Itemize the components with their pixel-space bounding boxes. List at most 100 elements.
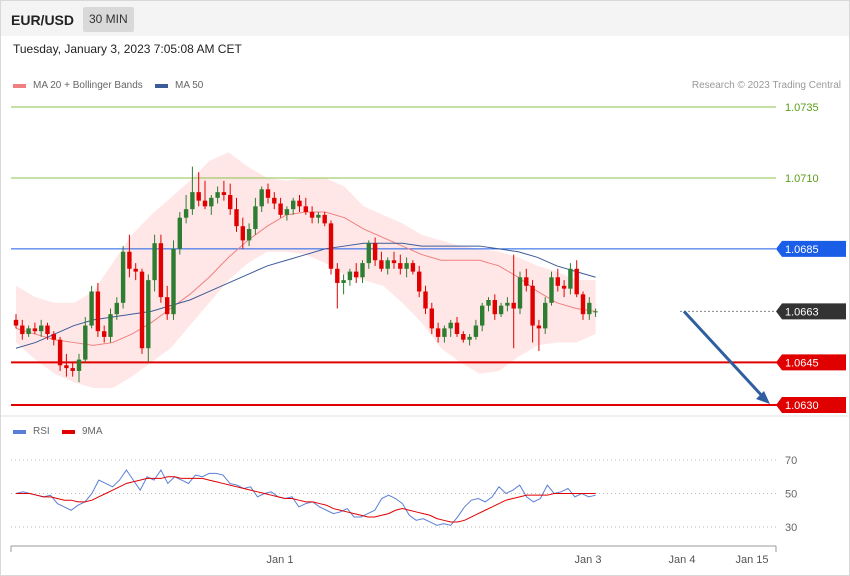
forecast-arrow-icon <box>682 310 770 404</box>
candle-body <box>587 302 592 315</box>
candle-body <box>505 302 510 306</box>
candle-body <box>486 299 491 306</box>
candle-body <box>177 217 182 249</box>
candle-body <box>309 212 315 218</box>
ma50-swatch-icon <box>155 83 168 88</box>
rsi-level-label: 30 <box>785 522 797 534</box>
candle-body <box>435 328 441 337</box>
candle-body <box>423 291 428 309</box>
legend-ma9: 9MA <box>62 426 103 437</box>
price-tag-label: 1.0685 <box>785 244 819 256</box>
candle-body <box>209 197 214 207</box>
candle-body <box>259 189 264 207</box>
candle-body <box>51 334 56 340</box>
candle-body <box>39 325 44 332</box>
candle-body <box>152 243 157 281</box>
candle-body <box>234 209 239 227</box>
candle-body <box>316 214 321 218</box>
candle-body <box>372 243 378 261</box>
price-tag-last <box>776 303 846 320</box>
candle-body <box>32 328 38 332</box>
candle-body <box>322 214 327 224</box>
legend-ma50-label: MA 50 <box>175 80 204 91</box>
candle-body <box>291 200 296 210</box>
credit-text: Research © 2023 Trading Central <box>691 80 841 91</box>
candle-body <box>228 194 233 210</box>
candle-body <box>303 206 308 213</box>
candle-body <box>246 229 252 241</box>
candle-body <box>215 192 220 198</box>
chart-header: EUR/USD 30 MIN <box>1 1 849 36</box>
rsi-swatch-icon <box>13 429 26 434</box>
price-tag-support <box>776 397 846 413</box>
candle-body <box>429 308 434 329</box>
candle-body <box>561 285 567 289</box>
candle-body <box>467 336 472 340</box>
legend-ma20: MA 20 + Bollinger Bands <box>13 80 143 91</box>
candle-body <box>366 243 371 264</box>
candle-body <box>158 243 164 298</box>
time-axis-label: Jan 15 <box>735 554 768 566</box>
candle-body <box>89 291 94 326</box>
bollinger-bands <box>16 152 596 388</box>
candle-body <box>70 368 75 371</box>
candle-body <box>139 271 145 349</box>
candle-body <box>555 277 560 286</box>
candle-body <box>196 192 201 201</box>
candle-body <box>328 223 334 269</box>
candle-body <box>183 209 189 218</box>
price-tags: 1.0735 1.0710 1.0685 1.0663 1.0645 1.0630 <box>776 102 846 413</box>
candle-body <box>536 325 542 329</box>
ma9-swatch-icon <box>62 429 75 434</box>
legend-rsi-label: RSI <box>33 426 50 437</box>
candle-body <box>580 294 586 315</box>
candle-body <box>568 268 573 289</box>
candle-body <box>297 200 302 207</box>
candle-body <box>417 271 422 292</box>
time-axis-label: Jan 4 <box>669 554 696 566</box>
candle-body <box>473 325 479 337</box>
candle-body <box>530 285 535 326</box>
candle-body <box>398 263 403 269</box>
candle-body <box>108 314 113 337</box>
level-label: 1.0710 <box>785 173 819 185</box>
time-axis-label: Jan 1 <box>267 554 294 566</box>
candle-body <box>76 359 82 371</box>
candle-body <box>404 263 409 269</box>
candle-body <box>171 248 176 315</box>
candle-body <box>379 260 384 269</box>
candle-body <box>45 325 50 335</box>
rsi-line <box>15 469 596 526</box>
candle-body <box>341 280 346 283</box>
candle-body <box>114 302 119 315</box>
candle-body <box>265 189 271 198</box>
rsi-level-label: 70 <box>785 455 797 467</box>
candle-body <box>95 291 101 332</box>
candle-body <box>461 334 466 340</box>
legend-rsi: RSI <box>13 426 50 437</box>
candle-body <box>354 271 359 278</box>
candle-body <box>442 328 447 337</box>
candle-body <box>410 263 416 272</box>
candle-body <box>574 268 579 295</box>
candle-body <box>57 339 63 366</box>
candle-body <box>385 260 390 269</box>
candle-body <box>202 200 208 207</box>
bollinger-band-fill <box>16 152 596 388</box>
candle-body <box>480 305 485 326</box>
ma20-swatch-icon <box>13 83 26 88</box>
candle-body <box>253 206 258 230</box>
arrow-head <box>756 391 770 404</box>
candle-body <box>284 209 290 215</box>
candle-body <box>524 277 529 286</box>
candle-body <box>146 280 151 349</box>
candle-body <box>448 322 453 329</box>
level-label: 1.0735 <box>785 102 819 114</box>
candle-body <box>120 251 126 303</box>
price-levels <box>11 106 846 406</box>
timeframe-button[interactable]: 30 MIN <box>83 7 134 32</box>
candle-body <box>335 268 340 283</box>
candle-body <box>133 268 138 272</box>
candle-body <box>593 311 598 313</box>
